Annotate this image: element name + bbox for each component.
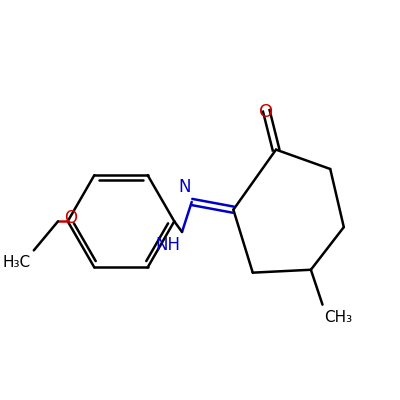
Text: H₃C: H₃C [3, 255, 31, 270]
Text: CH₃: CH₃ [324, 310, 352, 326]
Text: O: O [64, 210, 77, 228]
Text: NH: NH [155, 236, 180, 254]
Text: O: O [259, 102, 273, 120]
Text: N: N [178, 178, 191, 196]
